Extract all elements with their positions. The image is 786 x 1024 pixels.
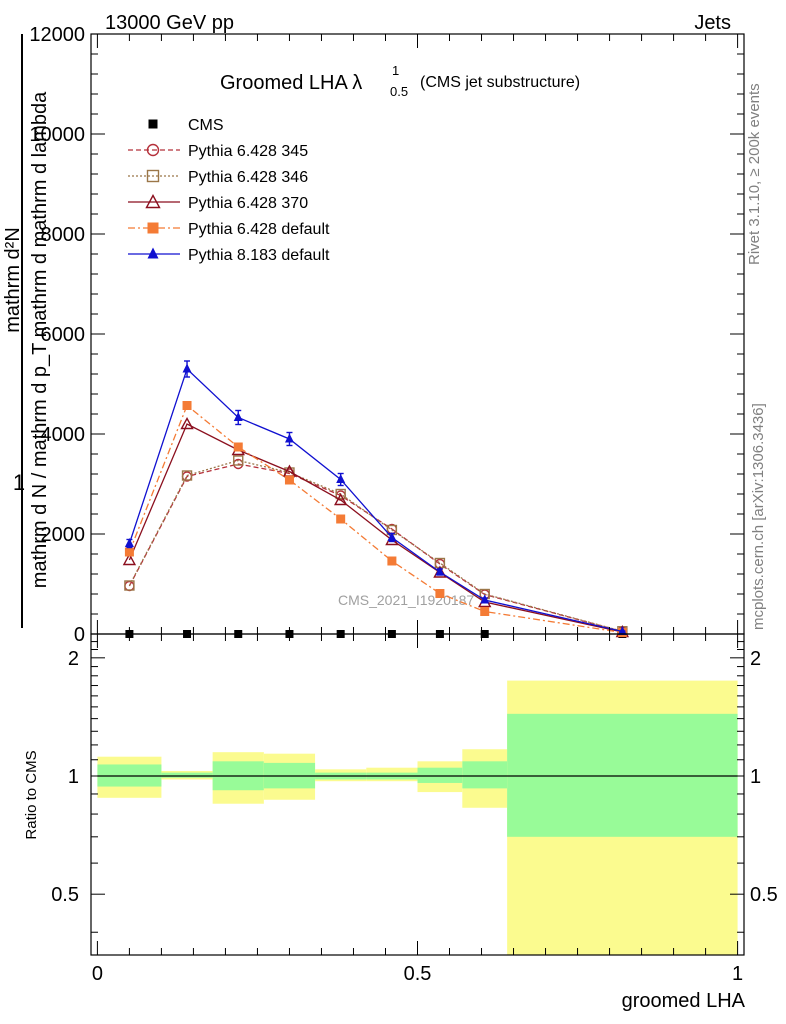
legend-marker [147, 222, 159, 234]
data-point [435, 566, 445, 576]
data-point [182, 401, 192, 410]
legend-marker [148, 119, 158, 129]
legend-marker [147, 247, 159, 259]
data-point [284, 475, 294, 485]
ylabel-denominator: mathrm d N / mathrm d p_T mathrm d mathr… [29, 91, 51, 588]
data-point [124, 580, 135, 591]
series-pythia-6-428-346 [124, 455, 628, 637]
data-point [182, 363, 192, 373]
x-tick-label: 0 [92, 963, 103, 985]
legend-label: Pythia 6.428 345 [188, 143, 308, 160]
ratio-tick-label-right: 1 [750, 766, 761, 788]
series-pythia-6-428-default [124, 401, 627, 637]
data-point [336, 514, 346, 524]
ratio-inner-band [507, 713, 738, 837]
analysis-watermark: CMS_2021_I1920187 [338, 592, 474, 608]
rivet-label: Rivet 3.1.10, ≥ 200k events [746, 83, 763, 265]
data-point [233, 455, 244, 466]
header-process: 13000 GeV pp [105, 12, 234, 34]
legend-label: CMS [188, 117, 224, 134]
x-tick-label: 1 [732, 963, 743, 985]
legend-label: Pythia 6.428 370 [188, 195, 308, 212]
ratio-tick-label-right: 0.5 [750, 884, 778, 906]
data-point [181, 470, 193, 481]
data-point [284, 433, 294, 443]
data-point [122, 553, 137, 566]
data-point [333, 493, 348, 506]
main-plot-title: Groomed LHA λ 1 0.5 (CMS jet substructur… [220, 63, 580, 99]
ratio-inner-band [462, 761, 508, 789]
data-point [124, 547, 134, 557]
legend-entry: Pythia 6.428 346 [128, 169, 308, 186]
ratio-inner-band [417, 767, 463, 783]
main-ylabel: 1 mathrm d²N mathrm d N / mathrm d p_T m… [2, 34, 51, 628]
plot-subtitle: (CMS jet substructure) [420, 74, 580, 91]
series-pythia-8-183-default [124, 360, 627, 635]
legend-entry: CMS [148, 117, 224, 134]
header-category: Jets [694, 12, 731, 34]
y-tick-label: 6000 [41, 324, 86, 346]
data-point [336, 474, 346, 483]
legend-marker [146, 169, 160, 183]
data-point [233, 412, 243, 421]
y-tick-label: 12000 [29, 24, 85, 46]
series-line [128, 423, 623, 633]
legend-label: Pythia 6.428 default [188, 221, 330, 238]
legend: CMS Pythia 6.428 345 Pythia 6.428 346 Pythi… [128, 117, 330, 264]
legend-entry: Pythia 6.428 default [128, 221, 330, 238]
data-point [387, 532, 397, 541]
y-tick-label: 2000 [41, 524, 86, 546]
data-point [180, 417, 194, 430]
data-point [233, 442, 243, 452]
y-tick-label: 0 [74, 624, 85, 646]
ratio-inner-band [161, 772, 213, 778]
plot-title-sub: 0.5 [390, 84, 408, 99]
ratio-ylabel: Ratio to CMS [23, 750, 40, 839]
y-tick-label: 4000 [41, 424, 86, 446]
ratio-tick-label: 2 [68, 648, 79, 670]
y-tick-label: 8000 [41, 224, 86, 246]
plot-title: Groomed LHA λ [220, 72, 362, 94]
legend-entry: Pythia 8.183 default [128, 247, 330, 264]
ylabel-numerator: mathrm d²N [2, 227, 24, 333]
y-tick-label: 10000 [29, 124, 85, 146]
ratio-tick-label: 1 [68, 766, 79, 788]
legend-label: Pythia 6.428 346 [188, 169, 308, 186]
legend-marker [146, 143, 160, 157]
data-point [480, 594, 490, 604]
plot-title-sup: 1 [392, 63, 399, 78]
data-point [387, 556, 397, 566]
data-point [124, 538, 134, 547]
data-point [617, 626, 627, 635]
legend-entry: Pythia 6.428 370 [128, 194, 308, 212]
legend-entry: Pythia 6.428 345 [128, 143, 308, 160]
data-point [335, 488, 346, 500]
axes: 0 2000 4000 6000 8000 10000 12000 0 0.5 1 0.5 0.5 1 1… [29, 24, 777, 985]
mcplots-label: mcplots.cern.ch [arXiv:1306.3436] [750, 403, 767, 630]
ratio-bands [97, 680, 738, 955]
data-point [480, 607, 490, 616]
xlabel: groomed LHA [622, 990, 746, 1012]
data-point [435, 589, 445, 598]
legend-marker [145, 194, 161, 209]
ratio-tick-label-right: 2 [750, 648, 761, 670]
x-tick-label: 0.5 [404, 963, 432, 985]
ratio-tick-label: 0.5 [51, 884, 79, 906]
legend-label: Pythia 8.183 default [188, 247, 330, 264]
ylabel-main: 1 [13, 470, 25, 495]
